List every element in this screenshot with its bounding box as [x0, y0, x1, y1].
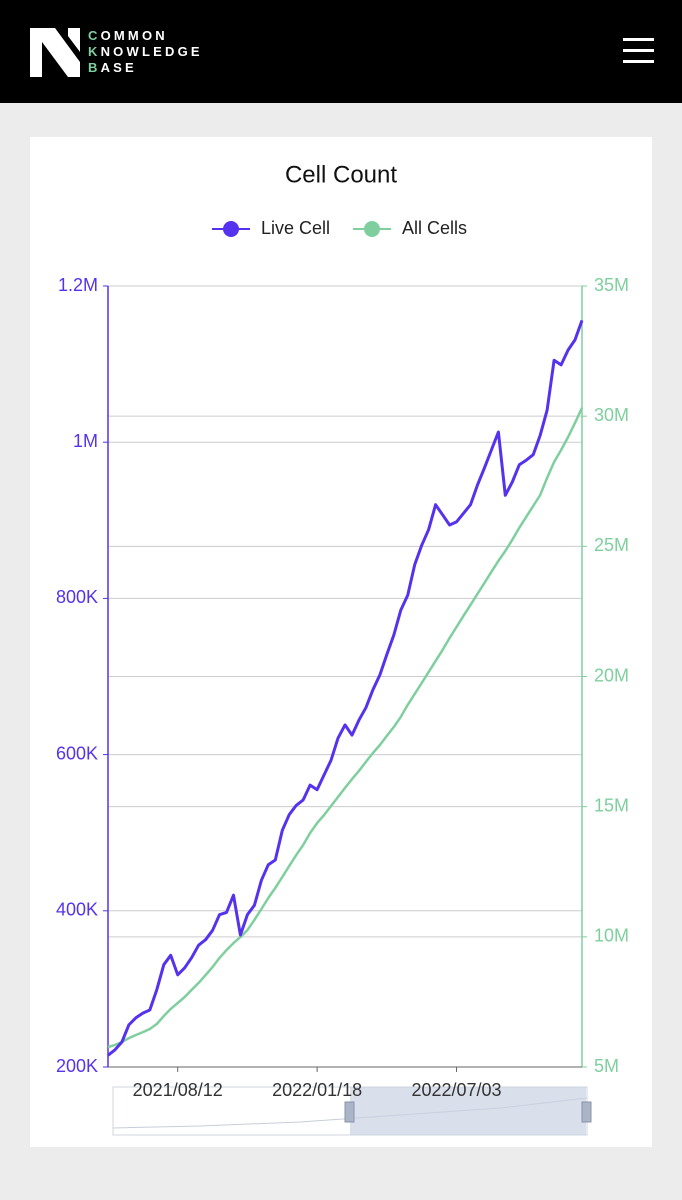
x-tick-label: 2022/07/03: [411, 1080, 501, 1100]
y-tick-label: 200K: [56, 1056, 98, 1076]
legend-marker: [364, 221, 380, 237]
x-tick-label: 2021/08/12: [133, 1080, 223, 1100]
logo-text: COMMON KNOWLEDGE BASE: [88, 28, 203, 76]
chart-title: Cell Count: [285, 161, 397, 188]
y-tick-label: 1.2M: [58, 275, 98, 295]
legend-label: All Cells: [402, 218, 467, 238]
y2-tick-label: 30M: [594, 405, 629, 425]
y2-tick-label: 15M: [594, 795, 629, 815]
x-tick-label: 2022/01/18: [272, 1080, 362, 1100]
header: COMMON KNOWLEDGE BASE: [0, 0, 682, 103]
logo-mark: [30, 28, 80, 77]
y-tick-label: 800K: [56, 587, 98, 607]
y2-tick-label: 25M: [594, 535, 629, 555]
y-tick-label: 400K: [56, 900, 98, 920]
chart-card: [30, 137, 652, 1147]
menu-button[interactable]: [620, 31, 660, 71]
data-zoom[interactable]: [112, 1086, 592, 1136]
y2-tick-label: 20M: [594, 665, 629, 685]
logo-line: KNOWLEDGE: [88, 44, 203, 59]
legend-label: Live Cell: [261, 218, 330, 238]
series-line: [107, 407, 584, 1049]
legend-marker: [223, 221, 239, 237]
y2-tick-label: 5M: [594, 1056, 619, 1076]
series-line: [107, 319, 584, 1057]
logo-line: BASE: [88, 60, 137, 75]
y-tick-label: 1M: [73, 431, 98, 451]
y2-tick-label: 10M: [594, 926, 629, 946]
y-tick-label: 600K: [56, 743, 98, 763]
y2-tick-label: 35M: [594, 275, 629, 295]
logo-line: COMMON: [88, 28, 168, 43]
